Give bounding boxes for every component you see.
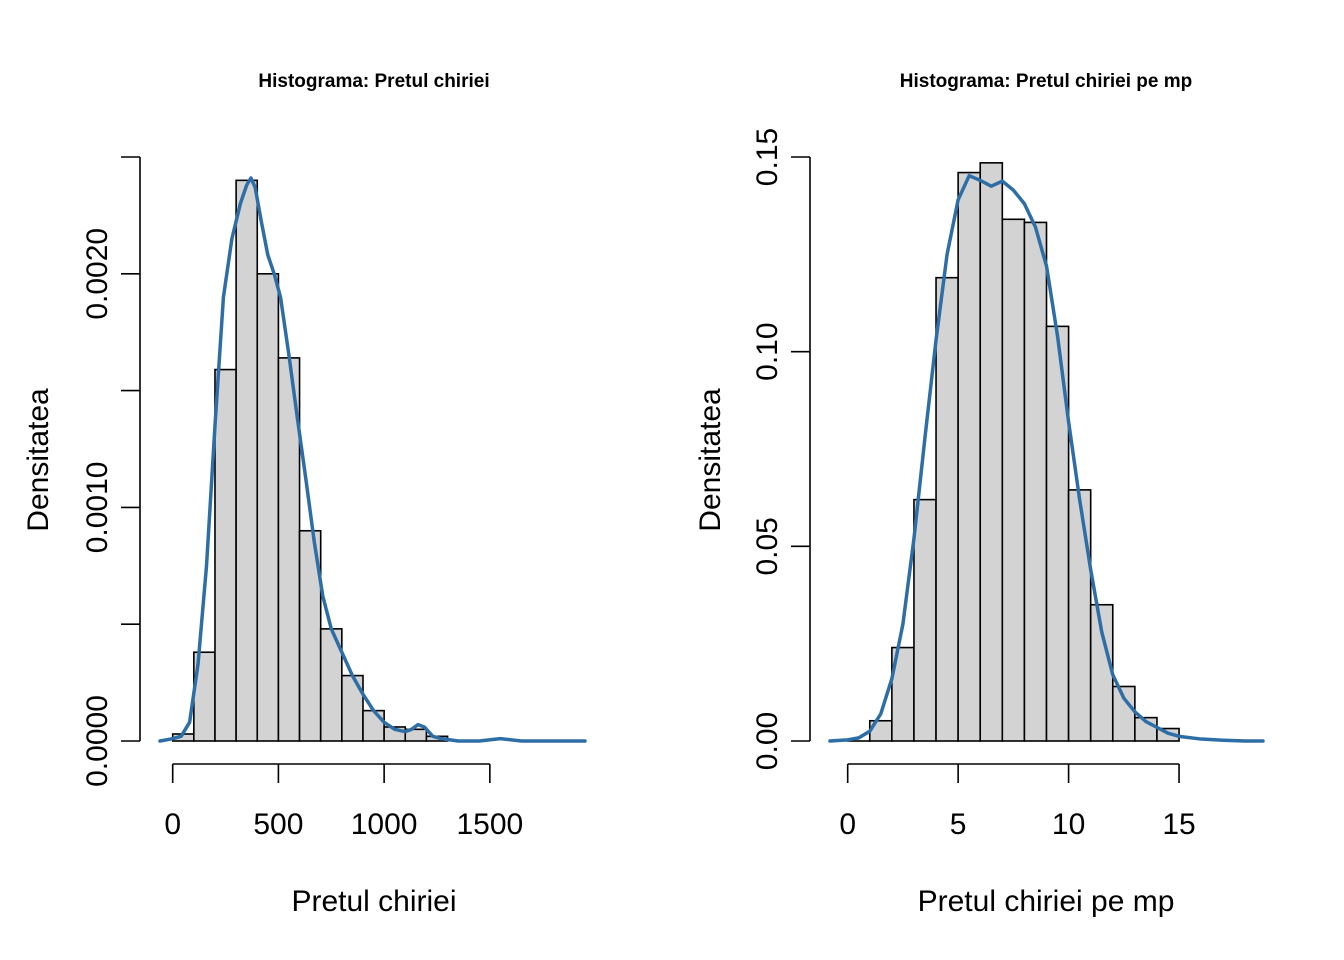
chart-title: Histograma: Pretul chiriei [258,71,489,92]
y-tick-label: 0.0020 [81,228,114,320]
y-tick-label: 0.05 [751,517,784,575]
y-tick-label: 0.0000 [81,695,114,787]
histogram-bar [362,709,385,742]
histogram-bar [935,276,959,742]
y-tick-label: 0.00 [751,712,784,770]
histogram-bar [913,498,937,742]
histogram-bar [404,728,428,742]
histogram-bar [1023,221,1048,742]
histogram-panel-rent-price: Histograma: Pretul chiriei 0 500 1000 1500 … [22,71,587,918]
x-tick-label: 1500 [456,808,523,841]
bar-group [846,162,1180,742]
histogram-bar [214,368,237,742]
y-axis-title: Densitatea [22,388,55,532]
bar-group [171,179,449,742]
histogram-bar [256,272,280,742]
x-tick-label: 5 [950,808,967,841]
x-axis: 0 500 1000 1500 [164,763,523,841]
x-tick-label: 0 [839,808,856,841]
x-tick-label: 500 [253,808,303,841]
y-axis: 0.0000 0.0010 0.0020 [81,156,141,787]
histogram-panel-rent-price-per-sqm: Histograma: Pretul chiriei pe mp 0 5 10 15 … [694,71,1265,918]
histogram-bar [1001,218,1026,742]
histogram-bar [979,162,1004,742]
chart-title: Histograma: Pretul chiriei pe mp [900,71,1192,92]
y-tick-label: 0.10 [751,322,784,380]
x-axis: 0 5 10 15 [839,763,1196,841]
histogram-bar [957,171,982,742]
y-tick-label: 0.0010 [81,462,114,554]
histogram-bar [235,179,259,742]
x-tick-label: 15 [1162,808,1195,841]
y-axis-title: Densitatea [694,388,727,532]
histogram-bar [1067,489,1092,742]
x-axis-title: Pretul chiriei pe mp [918,885,1175,918]
x-tick-label: 1000 [351,808,418,841]
x-tick-label: 0 [164,808,181,841]
density-curve [828,173,1265,743]
y-tick-label: 0.15 [751,128,784,186]
y-axis: 0.00 0.05 0.10 0.15 [751,128,811,770]
x-axis-title: Pretul chiriei [291,885,456,918]
x-tick-label: 10 [1052,808,1085,841]
density-curve [158,176,587,743]
